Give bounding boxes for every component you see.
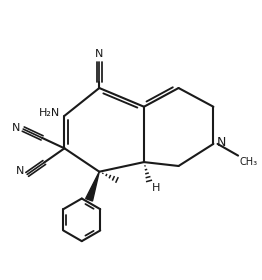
- Text: N: N: [217, 136, 226, 149]
- Polygon shape: [86, 172, 99, 201]
- Text: N: N: [95, 50, 103, 59]
- Text: H: H: [152, 183, 160, 193]
- Text: N: N: [12, 123, 20, 133]
- Text: N: N: [16, 166, 25, 176]
- Text: H₂N: H₂N: [39, 108, 60, 118]
- Text: CH₃: CH₃: [239, 157, 258, 167]
